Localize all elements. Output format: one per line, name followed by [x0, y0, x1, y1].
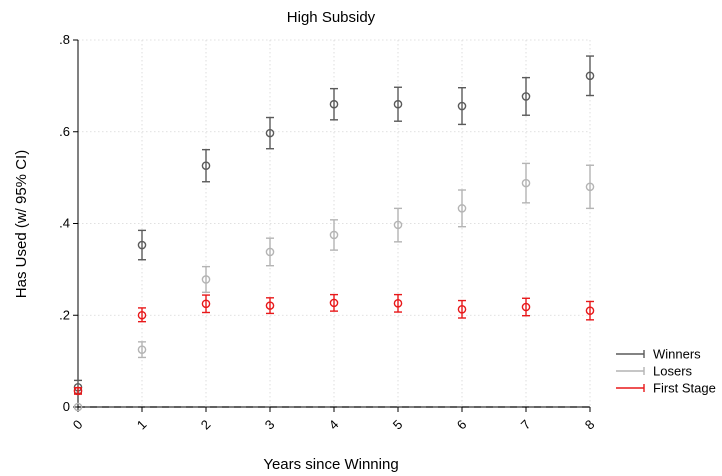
data-point — [137, 345, 147, 354]
x-axis-title: Years since Winning — [263, 456, 398, 473]
x-tick-label: 1 — [134, 417, 150, 433]
series-first-stage — [73, 293, 595, 396]
data-point — [265, 301, 275, 310]
data-point — [329, 298, 339, 308]
data-point — [585, 71, 595, 81]
data-point — [265, 247, 275, 257]
x-tick-label: 7 — [518, 417, 534, 433]
y-tick-label: .2 — [59, 307, 70, 322]
series-losers — [73, 162, 595, 412]
y-axis-title: Has Used (w/ 95% CI) — [13, 150, 30, 298]
y-tick-label: .4 — [59, 216, 70, 231]
data-point — [521, 92, 531, 101]
data-point — [137, 240, 147, 250]
data-point — [393, 299, 403, 308]
y-tick-label: 0 — [63, 399, 70, 414]
data-point — [585, 182, 595, 192]
data-point — [585, 306, 595, 315]
x-tick-label: 6 — [454, 417, 470, 433]
x-axis: 0 1 2 3 4 5 6 7 8 — [70, 406, 598, 433]
data-point — [329, 99, 339, 109]
x-tick-label: 0 — [70, 417, 86, 433]
legend-label: First Stage — [653, 381, 716, 396]
series-layer — [73, 55, 595, 412]
x-tick-label: 4 — [326, 417, 342, 433]
data-point — [73, 402, 83, 412]
x-tick-label: 2 — [198, 417, 214, 433]
y-axis: 0 .2 .4 .6 .8 — [59, 32, 79, 414]
data-point — [521, 178, 531, 188]
data-point — [329, 230, 339, 240]
data-point — [393, 220, 403, 230]
data-point — [201, 275, 211, 284]
x-tick-label: 8 — [582, 417, 598, 433]
data-point — [457, 101, 467, 111]
data-point — [201, 161, 211, 170]
legend: Winners Losers First Stage — [616, 347, 716, 396]
data-point — [457, 204, 467, 213]
data-point — [265, 128, 275, 138]
legend-label: Losers — [653, 364, 693, 379]
data-point — [457, 304, 467, 314]
data-point — [393, 99, 403, 109]
x-tick-label: 3 — [262, 417, 278, 433]
data-point — [137, 310, 147, 320]
y-tick-label: .6 — [59, 124, 70, 139]
chart-title: High Subsidy — [287, 9, 376, 26]
legend-label: Winners — [653, 347, 701, 362]
data-point — [201, 299, 211, 309]
y-tick-label: .8 — [59, 32, 70, 47]
data-point — [521, 302, 531, 312]
x-tick-label: 5 — [390, 417, 406, 433]
data-point — [73, 386, 83, 396]
